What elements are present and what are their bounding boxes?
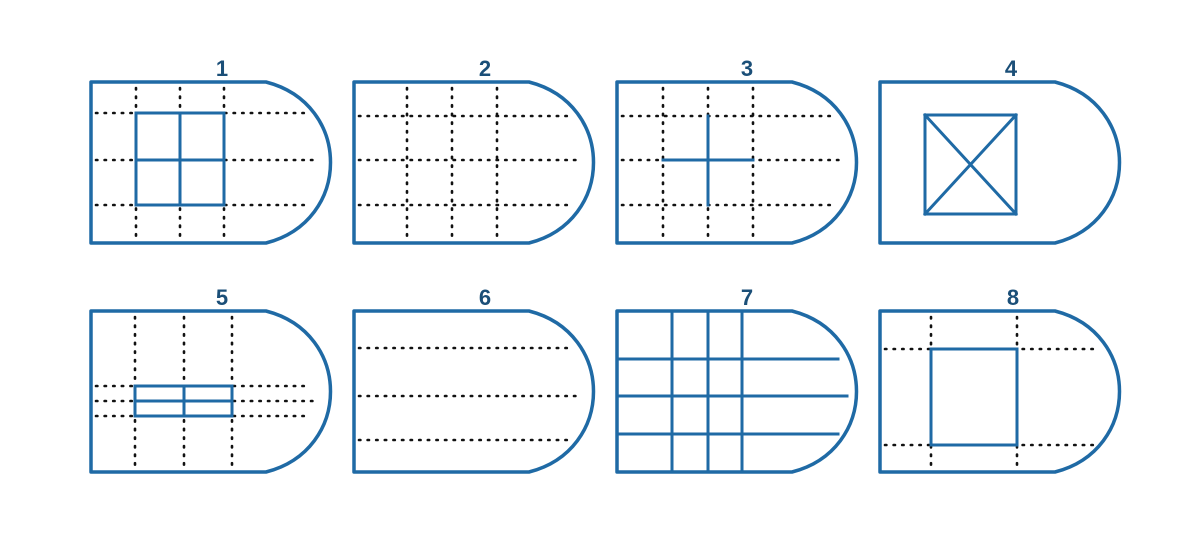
panel-4: 4 bbox=[878, 56, 1122, 245]
panel-4-number: 4 bbox=[1005, 56, 1018, 81]
panel-2-dotted-grid bbox=[357, 86, 583, 241]
panel-8: 8 bbox=[878, 285, 1122, 474]
panel-7-number: 7 bbox=[741, 285, 753, 310]
panel-3-outline bbox=[615, 80, 859, 245]
panel-6-dotted-lines bbox=[357, 346, 583, 442]
panel-1-window-frame bbox=[134, 111, 226, 207]
panel-3-number: 3 bbox=[741, 56, 753, 81]
panel-3: 3 bbox=[615, 56, 859, 245]
panel-5-number: 5 bbox=[216, 285, 228, 310]
panel-8-number: 8 bbox=[1007, 285, 1019, 310]
panel-8-square-window bbox=[929, 347, 1019, 447]
panel-1-outline bbox=[89, 80, 333, 245]
panel-6-outline bbox=[352, 309, 596, 474]
panel-8-dotted-guides bbox=[883, 315, 1099, 470]
panel-5-outline bbox=[89, 309, 333, 474]
panel-5-slim-window bbox=[133, 384, 234, 418]
panel-8-outline bbox=[878, 309, 1122, 474]
panel-2-number: 2 bbox=[479, 56, 491, 81]
panel-6-number: 6 bbox=[479, 285, 491, 310]
panel-2-outline bbox=[352, 80, 596, 245]
panel-1-number: 1 bbox=[216, 56, 228, 81]
panel-2: 2 bbox=[352, 56, 596, 245]
panel-3-cross bbox=[661, 114, 755, 207]
panel-7-outline bbox=[615, 309, 859, 474]
panel-7-solid-grid bbox=[617, 311, 849, 472]
panel-1: 1 bbox=[89, 56, 333, 245]
panel-6: 6 bbox=[352, 285, 596, 474]
panel-4-outline bbox=[878, 80, 1122, 245]
panel-7: 7 bbox=[615, 285, 859, 474]
panel-4-crossed-box bbox=[922, 112, 1019, 217]
panel-5: 5 bbox=[89, 285, 333, 474]
